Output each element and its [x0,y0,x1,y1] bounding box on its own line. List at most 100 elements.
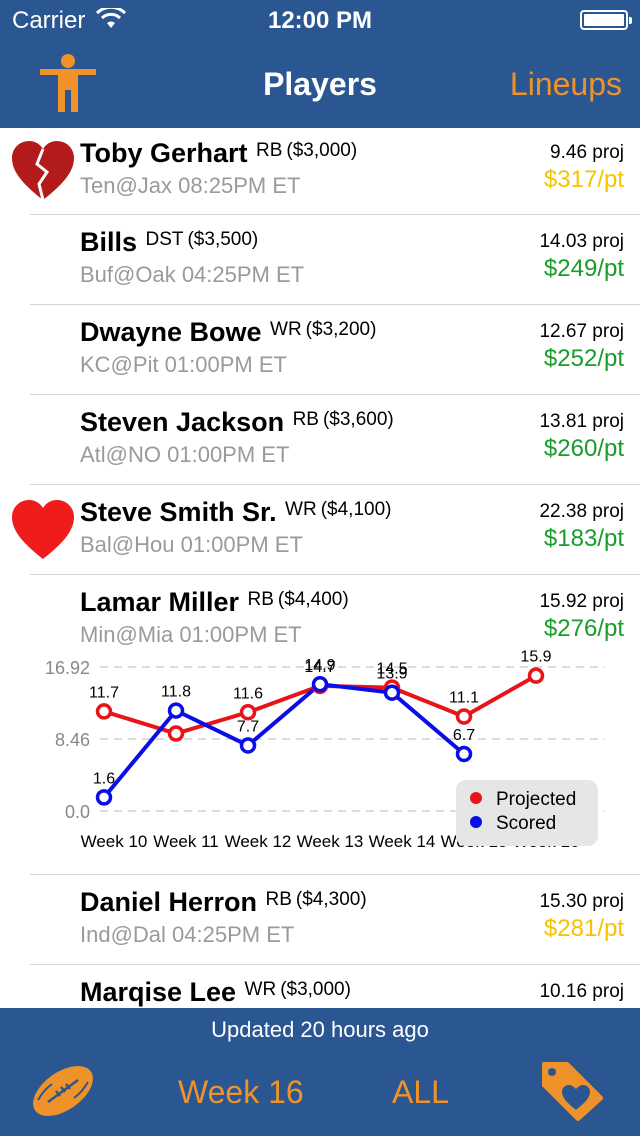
projected-point [527,667,545,684]
data-label: 7.7 [237,718,259,735]
price-per-point: $249/pt [543,255,624,282]
data-label: 14.7 [304,659,335,676]
position-filter[interactable]: ALL [392,1074,449,1110]
row-divider [30,964,640,965]
player-price: ($3,600) [322,409,394,430]
lineups-button[interactable]: Lineups [509,66,622,102]
player-row[interactable]: Bills DST ($3,500) Buf@Oak 04:25PM ET 14.… [0,215,640,305]
week-selector[interactable]: Week 16 [178,1074,304,1110]
price-per-point: $317/pt [543,166,624,193]
player-row[interactable]: Dwayne Bowe WR ($3,200) KC@Pit 01:00PM ET… [0,305,640,395]
projected-legend-marker [470,792,482,804]
player-name: Steve Smith Sr. [80,497,277,527]
data-label: 14.9 [304,657,335,674]
projection: 10.16 proj [539,981,624,1002]
person-icon[interactable] [40,54,96,114]
game-info: KC@Pit 01:00PM ET [80,352,287,377]
row-divider [30,484,640,485]
x-tick-label: Week 14 [369,832,436,851]
row-divider [30,574,640,575]
player-name: Dwayne Bowe [80,317,262,347]
scored-point [311,675,329,693]
projected-point [167,725,185,742]
player-name: Lamar Miller [80,587,240,617]
player-price: ($3,000) [280,979,351,1000]
price-per-point: $260/pt [543,435,624,462]
projection: 15.92 proj [539,591,624,612]
football-icon[interactable] [30,1064,96,1118]
player-row[interactable]: Steve Smith Sr. WR ($4,100) Bal@Hou 01:00… [0,485,640,575]
player-name: Marqise Lee [80,977,237,1007]
row-divider [30,214,640,215]
price-per-point: $281/pt [543,915,624,942]
scored-series-line [102,682,466,799]
player-name: Daniel Herron [80,887,258,917]
carrier-label: Carrier [12,7,86,34]
game-info: Ten@Jax 08:25PM ET [80,173,301,198]
data-label: 11.6 [233,685,263,702]
projection: 12.67 proj [539,321,624,342]
player-price: ($3,000) [286,140,358,161]
broken-heart-icon[interactable] [10,140,76,202]
game-info: Bal@Hou 01:00PM ET [80,532,303,557]
player-name: Bills [80,227,138,257]
player-price: ($3,200) [305,319,377,340]
player-row[interactable]: Marqise Lee WR ($3,000) 10.16 proj [0,965,640,1008]
player-list[interactable]: Toby Gerhart RB ($3,000) Ten@Jax 08:25PM … [0,128,640,1008]
projection: 9.46 proj [550,142,624,163]
player-price: ($4,300) [295,889,367,910]
player-position: WR [285,499,317,520]
player-position: WR [244,979,277,1000]
game-info: Min@Mia 01:00PM ET [80,622,302,647]
data-label: 13.9 [376,666,407,683]
row-divider [30,304,640,305]
player-points-chart: 16.92 8.46 0.0 Week 10 Week 11 Week 12 Week 13… [45,649,605,851]
scored-point [167,702,185,719]
player-name: Toby Gerhart [80,138,248,168]
game-info: Buf@Oak 04:25PM ET [80,262,305,287]
scored-point [239,737,257,754]
x-tick-label: Week 13 [297,832,364,851]
projection: 15.30 proj [539,891,624,912]
projected-point [455,708,473,725]
projection: 14.03 proj [539,231,624,252]
player-price: ($4,400) [277,589,349,610]
scored-legend-label: Scored [496,813,556,834]
scored-point [383,684,401,701]
navigation-bar: Carrier 12:00 PM Players Lineups [0,0,640,128]
data-label: 11.1 [449,690,479,707]
data-label: 15.9 [520,649,551,666]
player-position: DST [145,229,184,250]
bottom-toolbar [0,1008,640,1136]
scored-point [95,789,113,806]
projection: 13.81 proj [539,411,624,432]
player-price: ($3,500) [187,229,259,250]
player-row[interactable]: Toby Gerhart RB ($3,000) Ten@Jax 08:25PM … [0,128,640,215]
price-per-point: $183/pt [543,525,624,552]
status-bar: Carrier 12:00 PM [0,0,640,40]
data-label: 6.7 [453,727,475,744]
data-label: 11.7 [89,684,119,701]
data-label: 1.6 [93,770,115,787]
projected-point [239,704,257,721]
game-info: Atl@NO 01:00PM ET [80,442,290,467]
scored-legend-marker [470,816,482,828]
heart-icon[interactable] [10,499,76,561]
chart-legend [456,780,598,846]
x-tick-label: Week 10 [81,832,148,851]
player-row[interactable]: Steven Jackson RB ($3,600) Atl@NO 01:00PM… [0,395,640,485]
y-tick-label: 16.92 [45,658,90,678]
price-per-point: $252/pt [543,345,624,372]
page-title: Players [263,66,377,102]
price-per-point: $276/pt [543,615,624,642]
projected-point [95,703,113,720]
player-position: WR [270,319,302,340]
tag-heart-icon[interactable] [540,1060,604,1122]
row-divider [30,874,640,875]
data-label: 11.8 [161,684,191,701]
y-tick-label: 0.0 [65,802,90,822]
player-row[interactable]: Daniel Herron RB ($4,300) Ind@Dal 04:25PM… [0,875,640,965]
wifi-icon [96,8,126,28]
battery-icon [580,10,632,30]
player-row-expanded[interactable]: Lamar Miller RB ($4,400) Min@Mia 01:00PM … [0,575,640,875]
